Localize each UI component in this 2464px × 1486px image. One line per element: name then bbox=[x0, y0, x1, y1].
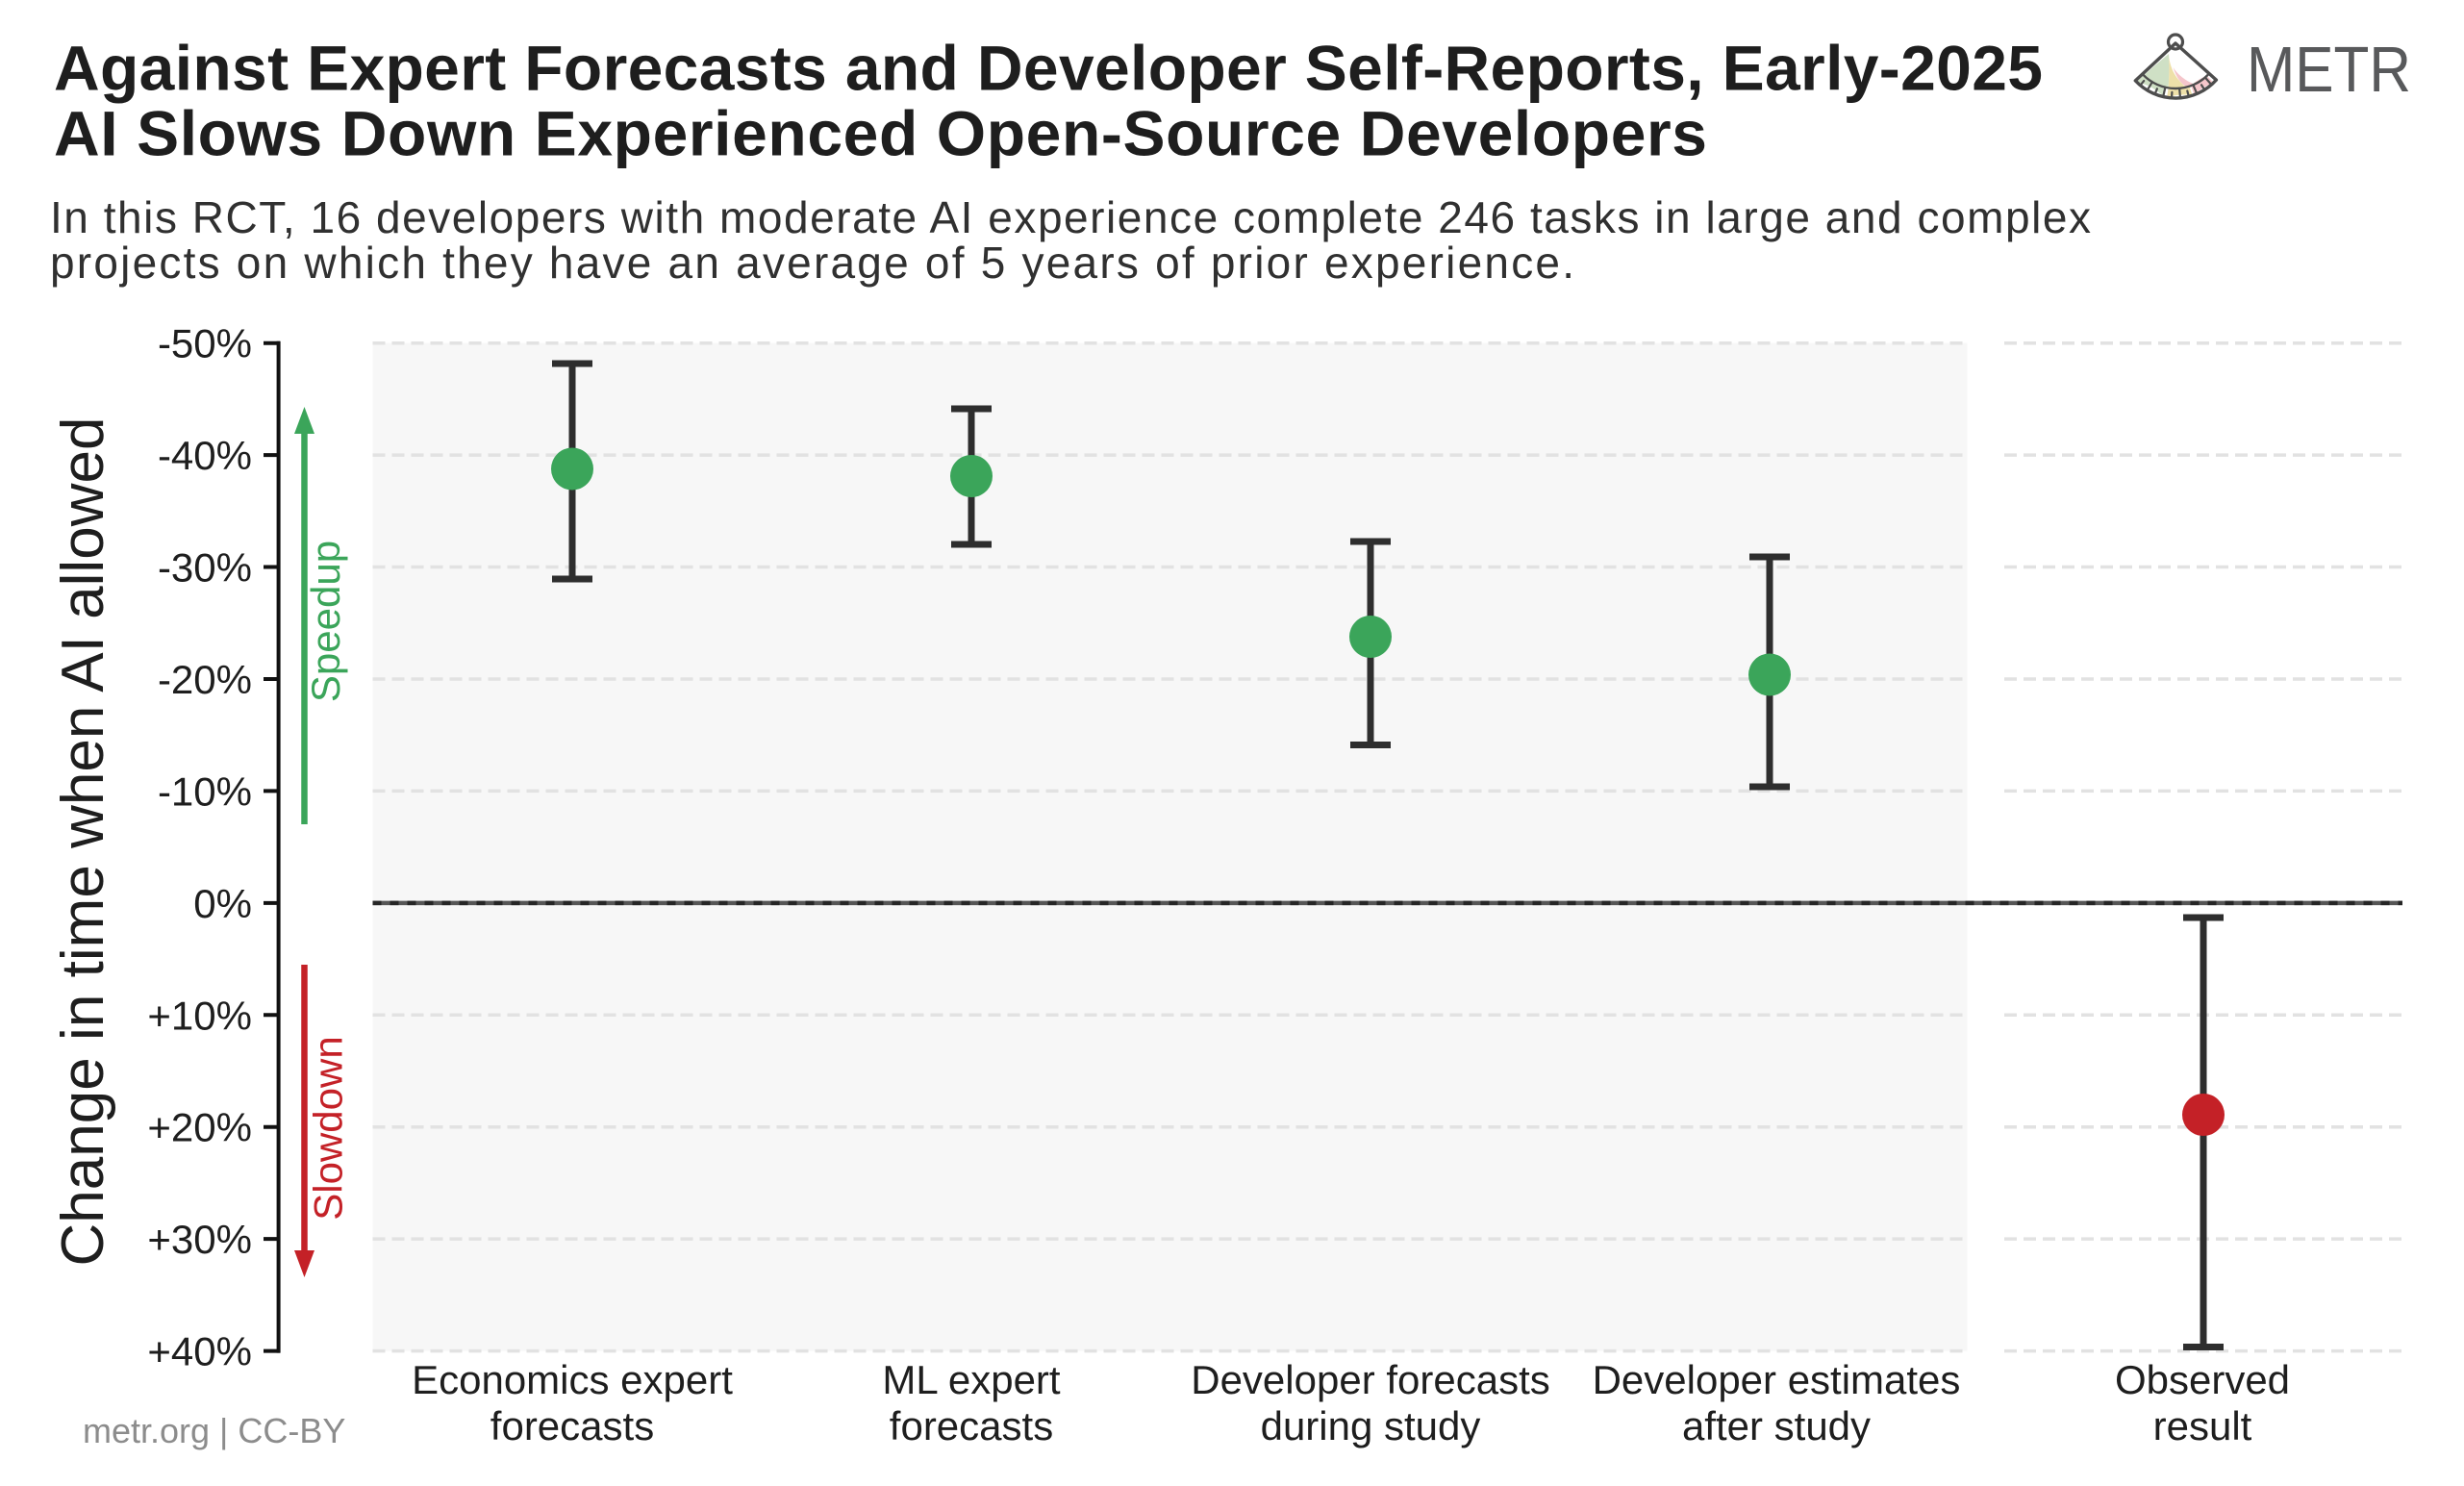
svg-text:forecasts: forecasts bbox=[490, 1403, 654, 1448]
svg-text:Developer forecasts: Developer forecasts bbox=[1191, 1357, 1550, 1402]
svg-text:METR: METR bbox=[2247, 34, 2411, 106]
svg-text:Developer estimates: Developer estimates bbox=[1593, 1357, 1961, 1402]
svg-text:-50%: -50% bbox=[158, 321, 252, 366]
svg-text:metr.org | CC-BY: metr.org | CC-BY bbox=[83, 1411, 345, 1450]
svg-text:In this RCT, 16 developers wit: In this RCT, 16 developers with moderate… bbox=[50, 192, 2091, 242]
svg-text:Speedup: Speedup bbox=[303, 541, 348, 702]
svg-text:-20%: -20% bbox=[158, 657, 252, 702]
svg-text:-40%: -40% bbox=[158, 433, 252, 478]
svg-text:forecasts: forecasts bbox=[890, 1403, 1053, 1448]
svg-text:AI Slows Down Experienced Open: AI Slows Down Experienced Open-Source De… bbox=[54, 98, 1707, 169]
svg-text:+40%: +40% bbox=[147, 1329, 252, 1374]
svg-text:Against Expert Forecasts and D: Against Expert Forecasts and Developer S… bbox=[54, 33, 2043, 104]
svg-text:ML expert: ML expert bbox=[882, 1357, 1061, 1402]
svg-text:Observed: Observed bbox=[2115, 1357, 2290, 1402]
svg-text:-30%: -30% bbox=[158, 545, 252, 591]
svg-text:during study: during study bbox=[1261, 1403, 1481, 1448]
svg-text:Change in time when AI allowed: Change in time when AI allowed bbox=[50, 417, 116, 1267]
svg-text:Economics expert: Economics expert bbox=[412, 1357, 733, 1402]
svg-text:Slowdown: Slowdown bbox=[306, 1036, 351, 1220]
svg-text:after study: after study bbox=[1682, 1403, 1871, 1448]
svg-text:+30%: +30% bbox=[147, 1217, 252, 1262]
svg-text:+10%: +10% bbox=[147, 993, 252, 1038]
svg-text:-10%: -10% bbox=[158, 768, 252, 814]
svg-text:0%: 0% bbox=[193, 881, 252, 926]
svg-text:+20%: +20% bbox=[147, 1105, 252, 1150]
svg-text:result: result bbox=[2153, 1403, 2252, 1448]
